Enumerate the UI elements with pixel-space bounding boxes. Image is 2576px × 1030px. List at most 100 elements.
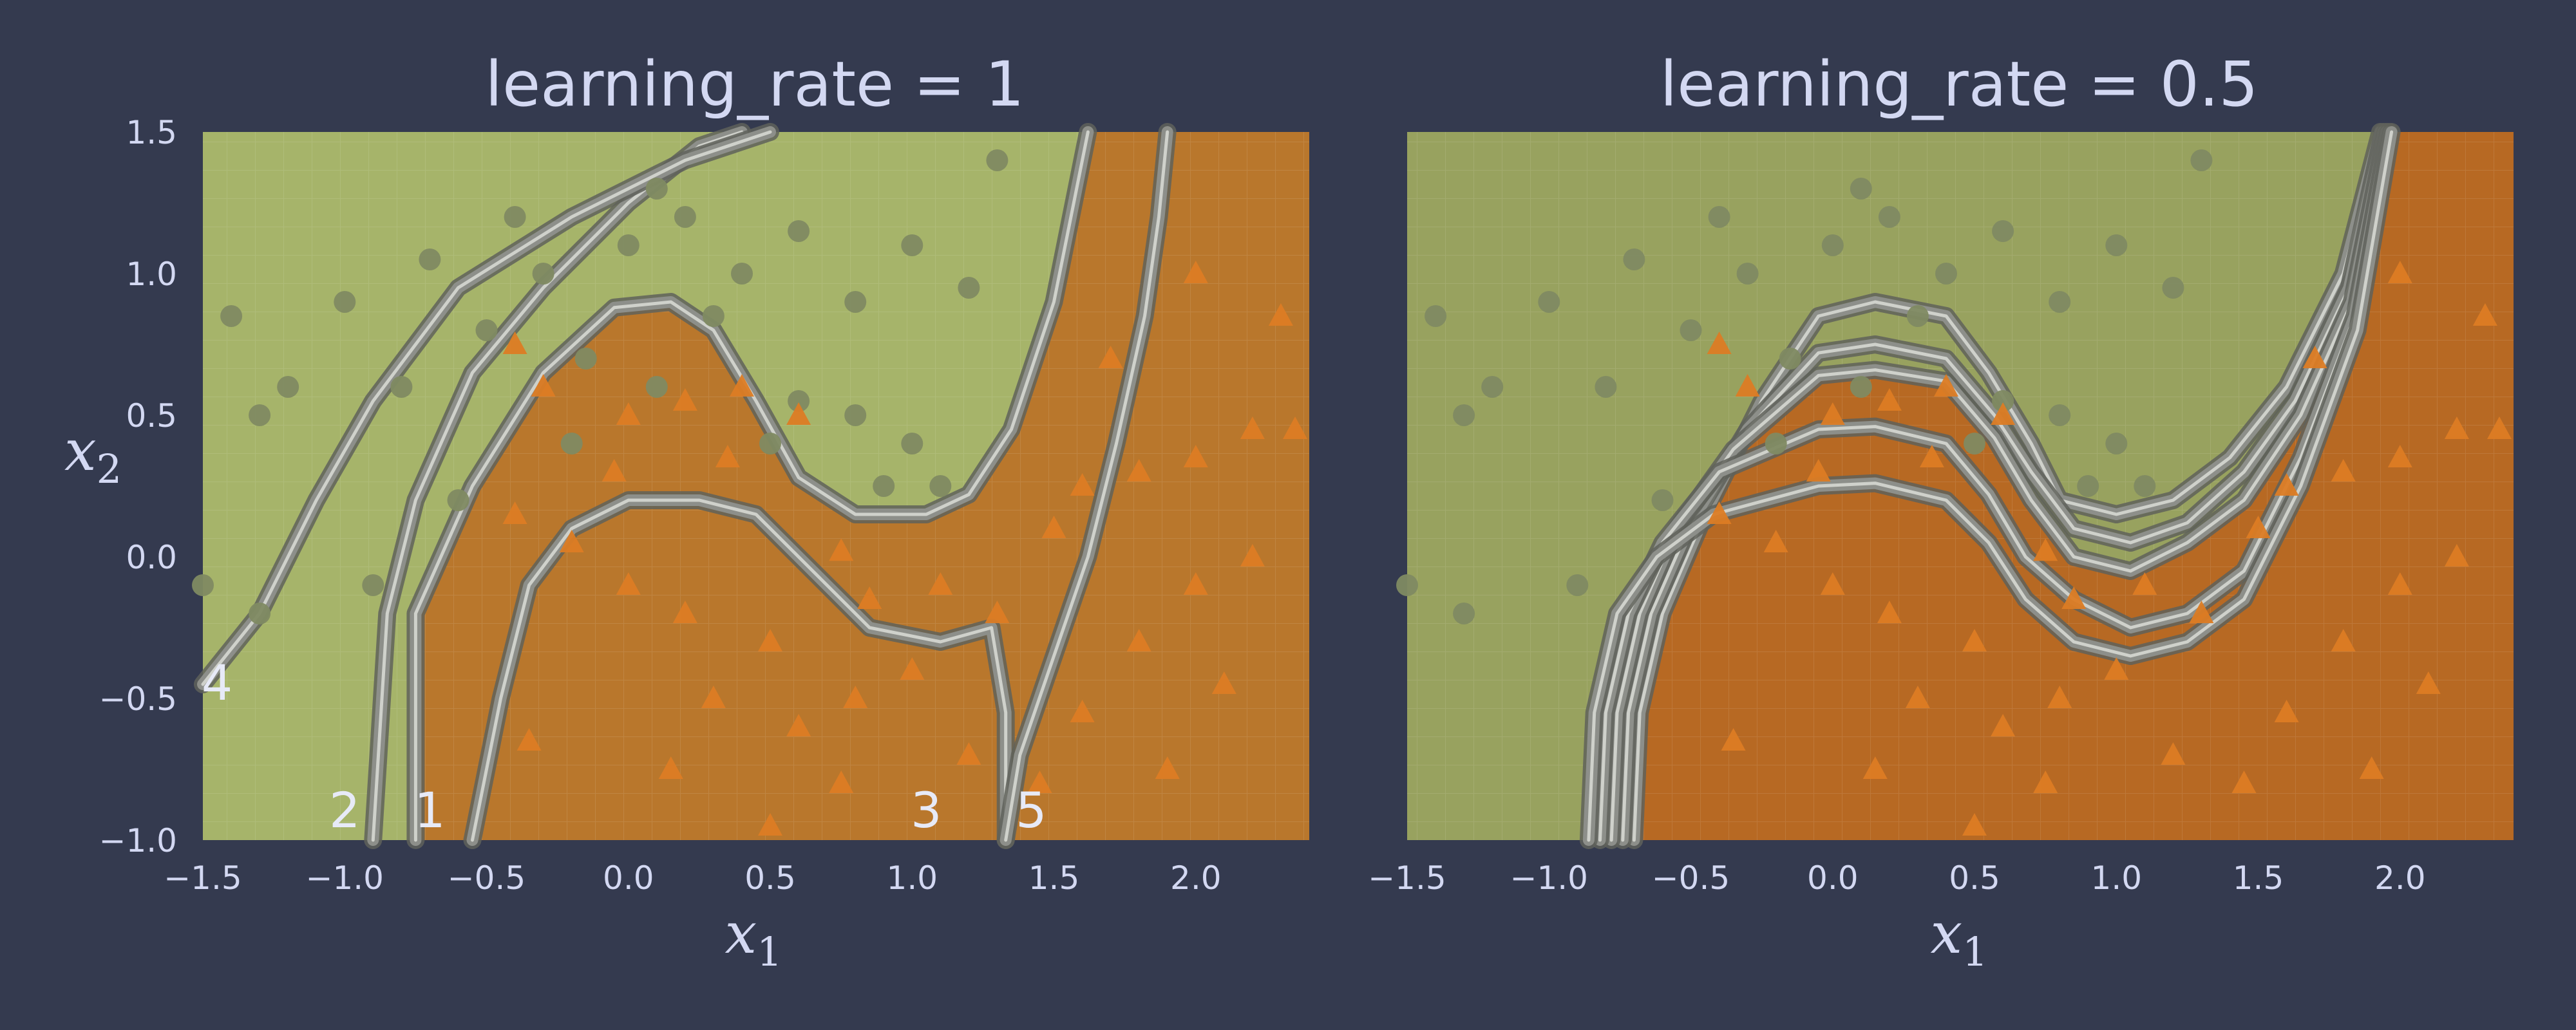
- p2-x-tick-label: 1.5: [2233, 859, 2284, 897]
- panel-1-y-axis-label-sub: 2: [97, 445, 122, 492]
- p2-class1-point: [1905, 686, 1930, 708]
- p2-class1-point: [2274, 700, 2299, 722]
- panel-2-x-axis-label: x1: [1930, 900, 1987, 975]
- p2-class0-point: [1595, 376, 1617, 398]
- p2-class1-point: [2061, 586, 2087, 609]
- p1-class0-point: [645, 178, 668, 200]
- panel-1-x-ticks: −1.5 −1.0 −0.5 0.0 0.5 1.0 1.5 2.0: [164, 859, 1221, 897]
- p2-class0-point: [2105, 234, 2128, 256]
- panel-2-markers: [1396, 149, 2512, 836]
- p2-class1-point: [1877, 601, 1902, 623]
- p1-class1-point: [1070, 473, 1095, 496]
- p2-class0-point: [1878, 206, 1900, 228]
- p2-class1-point: [1820, 572, 1845, 595]
- panel-1-stage-labels: 4 2 1 3 5: [202, 654, 1047, 839]
- p1-class1-point: [516, 728, 542, 751]
- panel-1: learning_rate = 1 42 1 3 5 −1.5 −1.0 −0.5 0.0 0…: [64, 48, 1309, 975]
- p1-stage-label: 1: [414, 782, 445, 839]
- p2-class1-point: [1820, 402, 1845, 425]
- p2-class1-point: [1962, 813, 1987, 836]
- panel-2-x-axis-label-main: x: [1930, 900, 1962, 966]
- p2-boundary-stage-1-highlight: [1632, 130, 2382, 842]
- p1-class1-point: [715, 445, 740, 467]
- p1-class1-point: [758, 629, 782, 651]
- p1-class0-point: [220, 305, 243, 327]
- p2-class0-point: [2049, 404, 2071, 426]
- p1-class1-point: [1268, 303, 1293, 326]
- p1-class0-point: [277, 376, 299, 398]
- p2-class1-point: [2274, 473, 2299, 496]
- p1-class1-point: [1240, 417, 1265, 439]
- panel-2-x-axis-label-sub: 1: [1962, 928, 1987, 975]
- p2-class0-point: [1992, 390, 2014, 412]
- p2-class0-point: [1708, 206, 1730, 228]
- p1-class1-point: [672, 388, 697, 411]
- p1-class1-point: [730, 374, 754, 397]
- p1-class1-point: [857, 586, 882, 609]
- p2-class1-point: [2387, 445, 2412, 467]
- p1-class1-point: [502, 501, 527, 524]
- p2-class1-point: [2302, 346, 2327, 368]
- p1-x-tick-label: 0.0: [603, 859, 654, 897]
- p1-class0-point: [873, 475, 895, 497]
- p1-class0-point: [249, 404, 271, 426]
- p2-x-tick-label: 1.0: [2091, 859, 2143, 897]
- p1-class1-point: [1240, 544, 1265, 566]
- p1-boundary-stage-1-highlight: [413, 130, 1090, 842]
- p2-class0-point: [1651, 489, 1674, 511]
- p2-class1-point: [2472, 303, 2497, 326]
- p1-x-tick-label: 0.5: [744, 859, 796, 897]
- p1-y-tick-label: 0.0: [126, 539, 177, 576]
- p1-class1-point: [616, 572, 641, 595]
- p2-class1-point: [2104, 657, 2129, 680]
- p1-class1-point: [1211, 671, 1236, 694]
- p2-class0-point: [2134, 475, 2156, 497]
- p2-class0-point: [1425, 305, 1447, 327]
- p1-class0-point: [788, 220, 810, 242]
- p1-class1-point: [900, 657, 925, 680]
- p1-class1-point: [1283, 417, 1307, 439]
- p1-x-tick-label: −1.5: [164, 859, 242, 897]
- panel-1-y-ticks: −1.0 −0.5 0.0 0.5 1.0 1.5: [99, 114, 177, 859]
- p1-class1-point: [985, 601, 1010, 623]
- p2-class1-point: [1735, 374, 1760, 397]
- p2-class1-point: [1806, 459, 1831, 482]
- p2-class0-point: [1850, 376, 1872, 398]
- p1-class1-point: [1098, 346, 1123, 368]
- p1-class1-point: [928, 572, 953, 595]
- panel-1-boundary-curves: [194, 123, 1177, 849]
- p1-class0-point: [788, 390, 810, 412]
- p1-class1-point: [1183, 261, 1208, 283]
- p2-class1-point: [2331, 629, 2356, 651]
- p1-class1-point: [1126, 629, 1151, 651]
- p1-boundary-stage-5-highlight: [1004, 130, 1170, 842]
- p2-boundary-stage-2-highlight: [1621, 130, 2385, 842]
- p2-class1-point: [2231, 771, 2257, 793]
- p1-class0-point: [574, 348, 597, 370]
- p1-x-tick-label: 1.5: [1028, 859, 1080, 897]
- p2-x-tick-label: 2.0: [2374, 859, 2426, 897]
- panel-1-x-axis-label: x1: [724, 900, 782, 975]
- panel-1-x-axis-label-sub: 1: [757, 928, 782, 975]
- p1-boundary-stage-3-highlight: [471, 498, 1008, 842]
- p2-class1-point: [1991, 714, 2016, 736]
- p1-class1-point: [786, 402, 811, 425]
- p2-class1-point: [2161, 742, 2186, 765]
- p1-class1-point: [1070, 700, 1095, 722]
- p1-class0-point: [504, 206, 526, 228]
- panel-2-x-ticks: −1.5 −1.0 −0.5 0.0 0.5 1.0 1.5 2.0: [1368, 859, 2425, 897]
- p1-class0-point: [419, 248, 441, 270]
- p1-y-tick-label: 1.0: [126, 256, 177, 293]
- p1-class0-point: [958, 277, 980, 299]
- p2-x-tick-label: 0.0: [1807, 859, 1859, 897]
- panel-1-y-axis-label: x2: [64, 417, 122, 492]
- p2-class0-point: [1453, 404, 1475, 426]
- p1-class0-point: [475, 319, 498, 341]
- p2-boundary-stage-5-highlight: [1587, 130, 2394, 842]
- p1-class1-point: [672, 601, 697, 623]
- p1-class1-point: [786, 714, 811, 736]
- p1-class1-point: [1041, 516, 1066, 538]
- p1-class1-point: [758, 813, 782, 836]
- p2-class0-point: [2105, 433, 2128, 454]
